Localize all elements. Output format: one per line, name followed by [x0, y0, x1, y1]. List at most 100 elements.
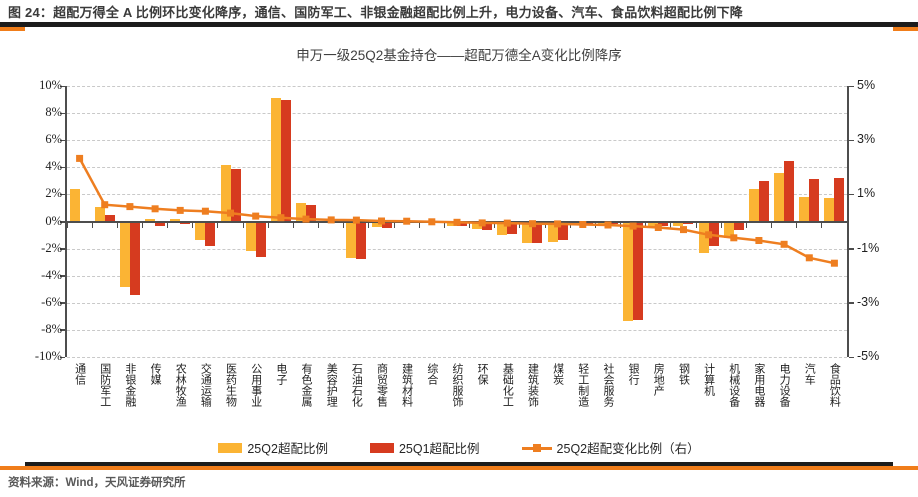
bar-25q1 [683, 221, 694, 224]
x-axis-tick [720, 222, 722, 228]
line-marker [352, 216, 360, 224]
legend-item-q1-bar: 25Q1超配比例 [369, 438, 480, 457]
bar-25q2 [195, 221, 206, 241]
x-axis-label: 医药生物 [224, 363, 237, 407]
x-axis-tick [66, 222, 68, 228]
left-axis-tick [60, 356, 65, 358]
line-marker [277, 214, 285, 222]
figure-caption: 图 24：超配万得全 A 比例环比变化降序，通信、国防军工、非银金融超配比例上升… [8, 5, 744, 20]
x-axis-tick [519, 222, 521, 228]
top-orange-rule-right [893, 27, 918, 31]
gridline [67, 140, 847, 142]
x-axis-tick [267, 222, 269, 228]
y-axis-label-right: 1% [857, 186, 876, 201]
x-axis-tick [418, 222, 420, 228]
bar-25q1 [482, 221, 493, 230]
x-axis-tick [846, 222, 848, 228]
x-axis-label: 通信 [73, 363, 86, 385]
bar-25q1 [129, 221, 140, 296]
bar-25q2 [522, 221, 533, 244]
y-axis-label-left: 2% [45, 186, 62, 201]
line-marker [654, 224, 662, 231]
bar-25q1 [809, 179, 820, 222]
x-axis-label: 电子 [274, 363, 287, 385]
bar-25q1 [658, 221, 669, 226]
line-marker [378, 217, 385, 225]
x-axis-label: 交通运输 [199, 363, 212, 407]
gridline [67, 194, 847, 196]
bar-25q1 [834, 178, 845, 222]
bar-25q1 [733, 221, 744, 230]
x-axis-tick [745, 222, 747, 228]
line-marker [503, 219, 511, 227]
bar-25q1 [381, 221, 392, 228]
line-marker [554, 220, 562, 228]
y-axis-label-left: 4% [45, 159, 62, 174]
left-axis-line [65, 86, 67, 357]
left-axis-tick [60, 112, 65, 115]
bar-25q2 [220, 165, 231, 222]
x-axis-label: 建筑材料 [400, 363, 413, 407]
gridline [67, 248, 847, 250]
bar-25q1 [280, 99, 291, 222]
bar-25q1 [306, 204, 317, 222]
line-marker [730, 234, 738, 242]
line-marker [604, 221, 612, 229]
right-axis-tick [849, 193, 854, 196]
bar-25q2 [673, 221, 684, 226]
line-marker [755, 237, 763, 244]
x-axis-tick [368, 222, 370, 228]
bar-25q2 [119, 221, 130, 288]
x-axis-tick [393, 222, 395, 228]
change-line-swatch [521, 443, 552, 453]
bar-25q2 [245, 221, 256, 252]
gridline [67, 275, 847, 277]
bar-25q2 [648, 221, 659, 229]
left-axis-tick [60, 85, 65, 87]
x-axis-tick [494, 222, 496, 228]
chart-title: 申万一级25Q2基金持仓——超配万德全A变化比例降序 [296, 48, 622, 63]
line-marker [76, 154, 84, 162]
bar-25q2 [723, 221, 734, 238]
x-axis-label: 公用事业 [249, 363, 262, 407]
bar-25q1 [230, 169, 241, 222]
bar-25q2 [497, 221, 508, 236]
y-axis-label-right: -1% [857, 240, 880, 255]
y-axis-label-right: -3% [857, 294, 880, 309]
left-axis-tick [60, 329, 65, 331]
x-axis-label: 商贸零售 [375, 363, 388, 407]
top-orange-rule-left [0, 27, 25, 31]
left-axis-tick [60, 248, 65, 250]
x-axis-label: 电力设备 [778, 363, 791, 407]
x-axis-tick [217, 222, 219, 228]
bar-25q2 [774, 172, 785, 222]
line-marker [428, 218, 436, 226]
x-axis-tick [645, 222, 647, 228]
line-marker [327, 216, 335, 224]
y-axis-label-left: -8% [41, 321, 62, 336]
x-axis-label: 房地产 [652, 363, 665, 396]
x-axis-label: 农林牧渔 [174, 363, 187, 407]
line-marker [805, 254, 813, 262]
y-axis-label-left: 10% [39, 78, 62, 92]
bar-25q2 [698, 221, 709, 253]
gridline [67, 167, 847, 169]
source-note: 资料来源：Wind，天风证券研究所 [8, 477, 186, 489]
x-axis-label: 计算机 [702, 363, 715, 396]
x-axis-label: 机械设备 [727, 363, 740, 407]
line-marker [705, 231, 713, 239]
line-marker [101, 201, 109, 209]
x-axis-tick [469, 222, 471, 228]
left-axis-tick [60, 302, 65, 304]
bar-25q1 [758, 180, 769, 222]
bar-25q2 [270, 98, 281, 222]
gridline [67, 357, 847, 358]
bar-25q1 [155, 221, 166, 226]
change-ratio-line [78, 157, 835, 265]
gridline [67, 329, 847, 331]
line-marker [680, 226, 687, 234]
x-axis-tick [821, 222, 823, 228]
bar-25q1 [104, 215, 115, 222]
gridline [67, 86, 847, 87]
